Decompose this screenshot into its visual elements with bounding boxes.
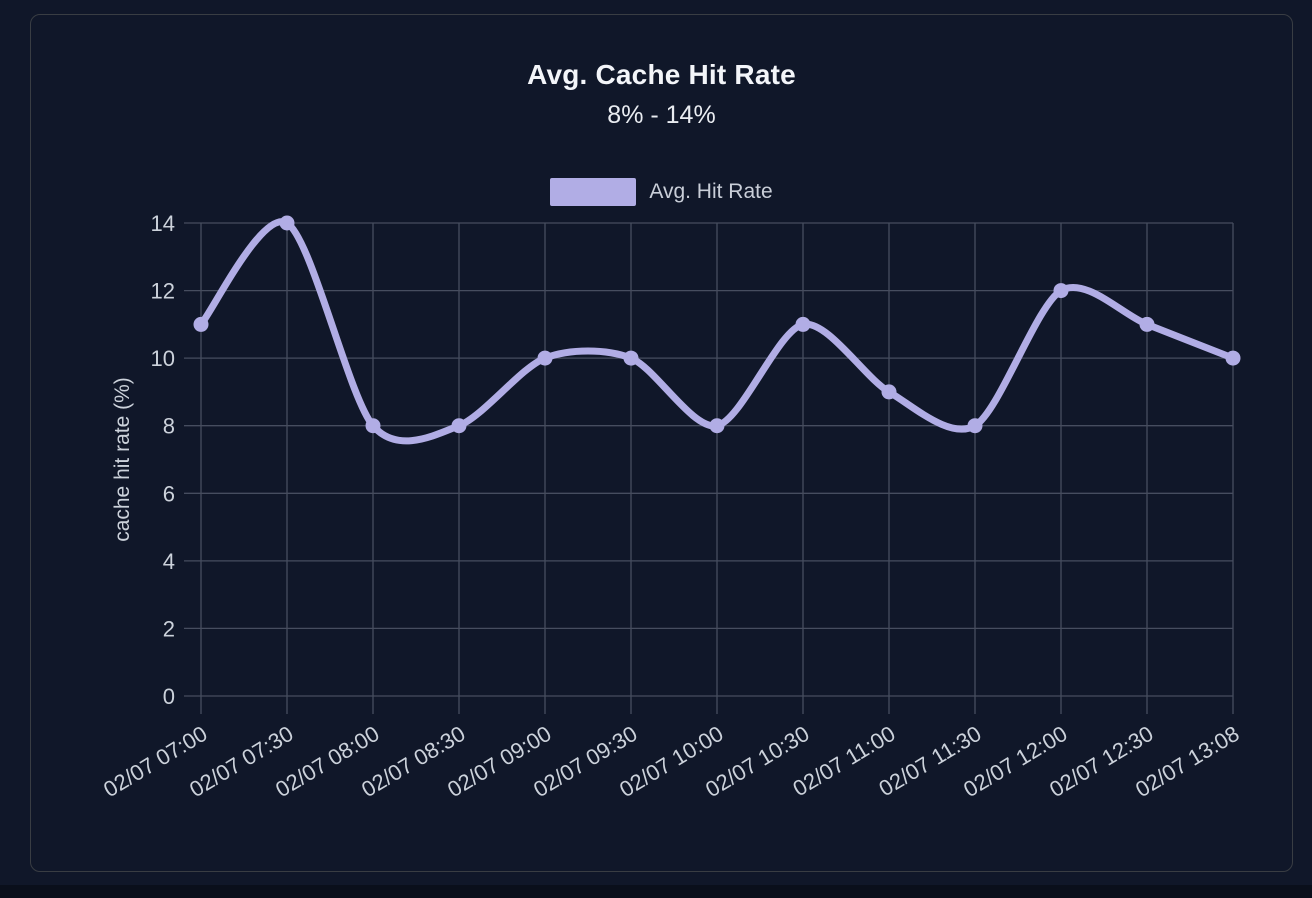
svg-text:12: 12 <box>151 279 175 304</box>
svg-text:8: 8 <box>163 414 175 439</box>
chart-card: Avg. Cache Hit Rate 8% - 14% Avg. Hit Ra… <box>30 14 1293 872</box>
svg-text:2: 2 <box>163 616 175 641</box>
svg-text:0: 0 <box>163 684 175 709</box>
legend-swatch <box>550 178 637 206</box>
legend-label: Avg. Hit Rate <box>649 180 773 203</box>
chart-title: Avg. Cache Hit Rate <box>527 59 796 90</box>
svg-text:4: 4 <box>163 549 175 574</box>
svg-text:cache hit rate (%): cache hit rate (%) <box>111 377 134 542</box>
svg-text:10: 10 <box>151 346 175 371</box>
svg-text:6: 6 <box>163 481 175 506</box>
legend-item-avg-hit-rate[interactable]: Avg. Hit Rate <box>550 178 773 206</box>
window-bottom-edge <box>0 885 1312 898</box>
legend: Avg. Hit Rate <box>31 178 1292 206</box>
svg-text:14: 14 <box>151 211 175 236</box>
chart-subtitle: 8% - 14% <box>607 101 716 129</box>
